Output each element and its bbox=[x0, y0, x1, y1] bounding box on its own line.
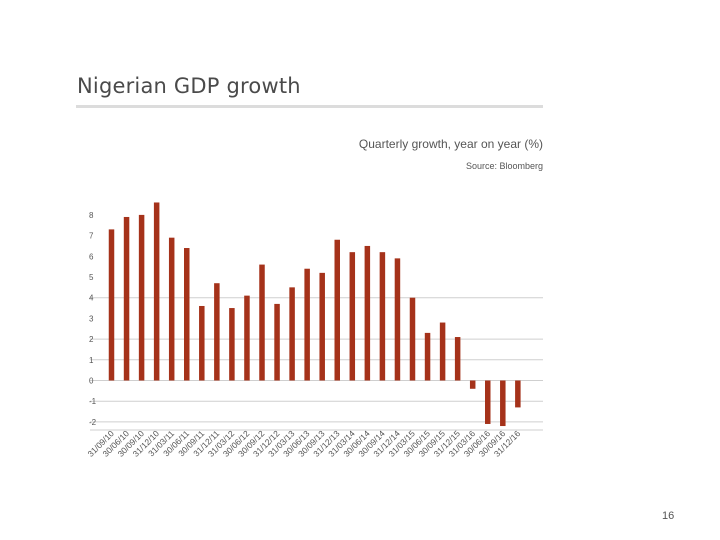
bar bbox=[244, 295, 250, 381]
bars bbox=[108, 202, 521, 427]
bar bbox=[259, 264, 265, 381]
bar bbox=[379, 252, 386, 381]
bar bbox=[439, 322, 446, 381]
chart-source: Source: Bloomberg bbox=[466, 161, 543, 171]
bar bbox=[424, 332, 431, 381]
bar bbox=[153, 202, 160, 381]
y-tick-label: -2 bbox=[89, 418, 97, 427]
bar bbox=[274, 303, 280, 381]
y-tick-label: 3 bbox=[89, 314, 94, 323]
bar bbox=[469, 380, 476, 389]
y-tick-label: 0 bbox=[89, 377, 94, 386]
y-tick-label: 5 bbox=[89, 273, 94, 282]
bar bbox=[168, 237, 175, 381]
y-tick-label: 1 bbox=[89, 356, 94, 365]
y-tick-label: -1 bbox=[89, 397, 97, 406]
y-tick-label: 2 bbox=[89, 335, 94, 344]
bar bbox=[515, 380, 521, 408]
y-tick-label: 7 bbox=[89, 232, 94, 241]
bar bbox=[214, 283, 220, 381]
bar bbox=[138, 214, 145, 381]
page-number: 16 bbox=[662, 510, 675, 522]
bar bbox=[304, 268, 310, 381]
x-axis-labels: 31/09/1030/06/1030/09/1031/12/1031/03/11… bbox=[85, 428, 522, 459]
bar bbox=[289, 287, 295, 381]
bar bbox=[454, 337, 461, 381]
y-tick-label: 8 bbox=[89, 211, 94, 220]
y-tick-label: 4 bbox=[89, 294, 94, 303]
bar bbox=[123, 216, 130, 381]
bar bbox=[334, 239, 340, 381]
bar bbox=[364, 245, 371, 381]
y-axis-ticks: 8 7 6 5 4 3 2 1 0 -1 -2 bbox=[89, 211, 97, 427]
bar bbox=[349, 252, 356, 381]
y-tick-label: 6 bbox=[89, 252, 94, 261]
bar bbox=[319, 272, 325, 381]
bar bbox=[108, 229, 115, 381]
bar bbox=[485, 380, 491, 424]
chart-title: Quarterly growth, year on year (%) bbox=[359, 137, 543, 151]
bar bbox=[229, 308, 235, 381]
title-divider bbox=[76, 105, 543, 108]
bar bbox=[500, 380, 506, 427]
bar bbox=[394, 258, 401, 381]
bar bbox=[409, 297, 416, 381]
bar bbox=[184, 248, 190, 381]
bar bbox=[199, 305, 205, 381]
gridlines bbox=[90, 297, 543, 431]
slide-title: Nigerian GDP growth bbox=[77, 74, 301, 98]
